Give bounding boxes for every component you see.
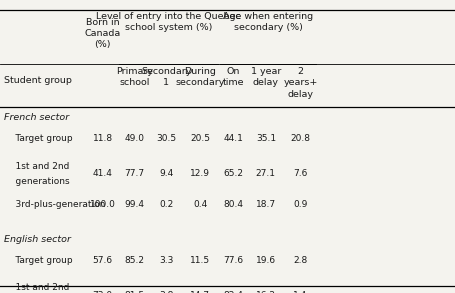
Text: 73.0: 73.0 xyxy=(92,291,112,293)
Text: French sector: French sector xyxy=(4,113,69,122)
Text: 82.4: 82.4 xyxy=(223,291,243,293)
Text: 49.0: 49.0 xyxy=(124,134,144,143)
Text: Born in
Canada
(%): Born in Canada (%) xyxy=(84,18,121,49)
Text: 1 year
delay: 1 year delay xyxy=(250,67,280,88)
Text: On
time: On time xyxy=(222,67,244,88)
Text: 80.4: 80.4 xyxy=(223,200,243,209)
Text: 77.6: 77.6 xyxy=(223,255,243,265)
Text: 1st and 2nd: 1st and 2nd xyxy=(4,161,69,171)
Text: 20.5: 20.5 xyxy=(190,134,210,143)
Text: 0.4: 0.4 xyxy=(193,200,207,209)
Text: Age when entering
secondary (%): Age when entering secondary (%) xyxy=(222,12,313,32)
Text: 100.0: 100.0 xyxy=(90,200,115,209)
Text: 65.2: 65.2 xyxy=(223,169,243,178)
Text: 0.2: 0.2 xyxy=(159,200,173,209)
Text: 35.1: 35.1 xyxy=(255,134,275,143)
Text: Student group: Student group xyxy=(4,76,71,85)
Text: 18.7: 18.7 xyxy=(255,200,275,209)
Text: 14.7: 14.7 xyxy=(190,291,210,293)
Text: 3.3: 3.3 xyxy=(159,255,173,265)
Text: 85.2: 85.2 xyxy=(124,255,144,265)
Text: 81.5: 81.5 xyxy=(124,291,144,293)
Text: 77.7: 77.7 xyxy=(124,169,144,178)
Text: 3rd-plus-generation: 3rd-plus-generation xyxy=(4,200,105,209)
Text: 1st and 2nd: 1st and 2nd xyxy=(4,284,69,292)
Text: 0.9: 0.9 xyxy=(293,200,307,209)
Text: Primary
school: Primary school xyxy=(116,67,152,88)
Text: Target group: Target group xyxy=(4,134,72,143)
Text: Secondary
1: Secondary 1 xyxy=(141,67,191,88)
Text: 11.8: 11.8 xyxy=(92,134,112,143)
Text: 44.1: 44.1 xyxy=(223,134,243,143)
Text: 30.5: 30.5 xyxy=(156,134,176,143)
Text: English sector: English sector xyxy=(4,235,71,244)
Text: 11.5: 11.5 xyxy=(190,255,210,265)
Text: Level of entry into the Quebec
school system (%): Level of entry into the Quebec school sy… xyxy=(96,12,240,32)
Text: 9.4: 9.4 xyxy=(159,169,173,178)
Text: 57.6: 57.6 xyxy=(92,255,112,265)
Text: 27.1: 27.1 xyxy=(255,169,275,178)
Text: 16.2: 16.2 xyxy=(255,291,275,293)
Text: Target group: Target group xyxy=(4,255,72,265)
Text: 1.4: 1.4 xyxy=(293,291,307,293)
Text: 2
years+
delay: 2 years+ delay xyxy=(283,67,317,98)
Text: During
secondary: During secondary xyxy=(175,67,225,88)
Text: 19.6: 19.6 xyxy=(255,255,275,265)
Text: 7.6: 7.6 xyxy=(293,169,307,178)
Text: generations: generations xyxy=(4,177,69,186)
Text: 12.9: 12.9 xyxy=(190,169,210,178)
Text: 99.4: 99.4 xyxy=(124,200,144,209)
Text: 2.8: 2.8 xyxy=(293,255,307,265)
Text: 20.8: 20.8 xyxy=(290,134,310,143)
Text: 41.4: 41.4 xyxy=(92,169,112,178)
Text: 3.8: 3.8 xyxy=(159,291,173,293)
